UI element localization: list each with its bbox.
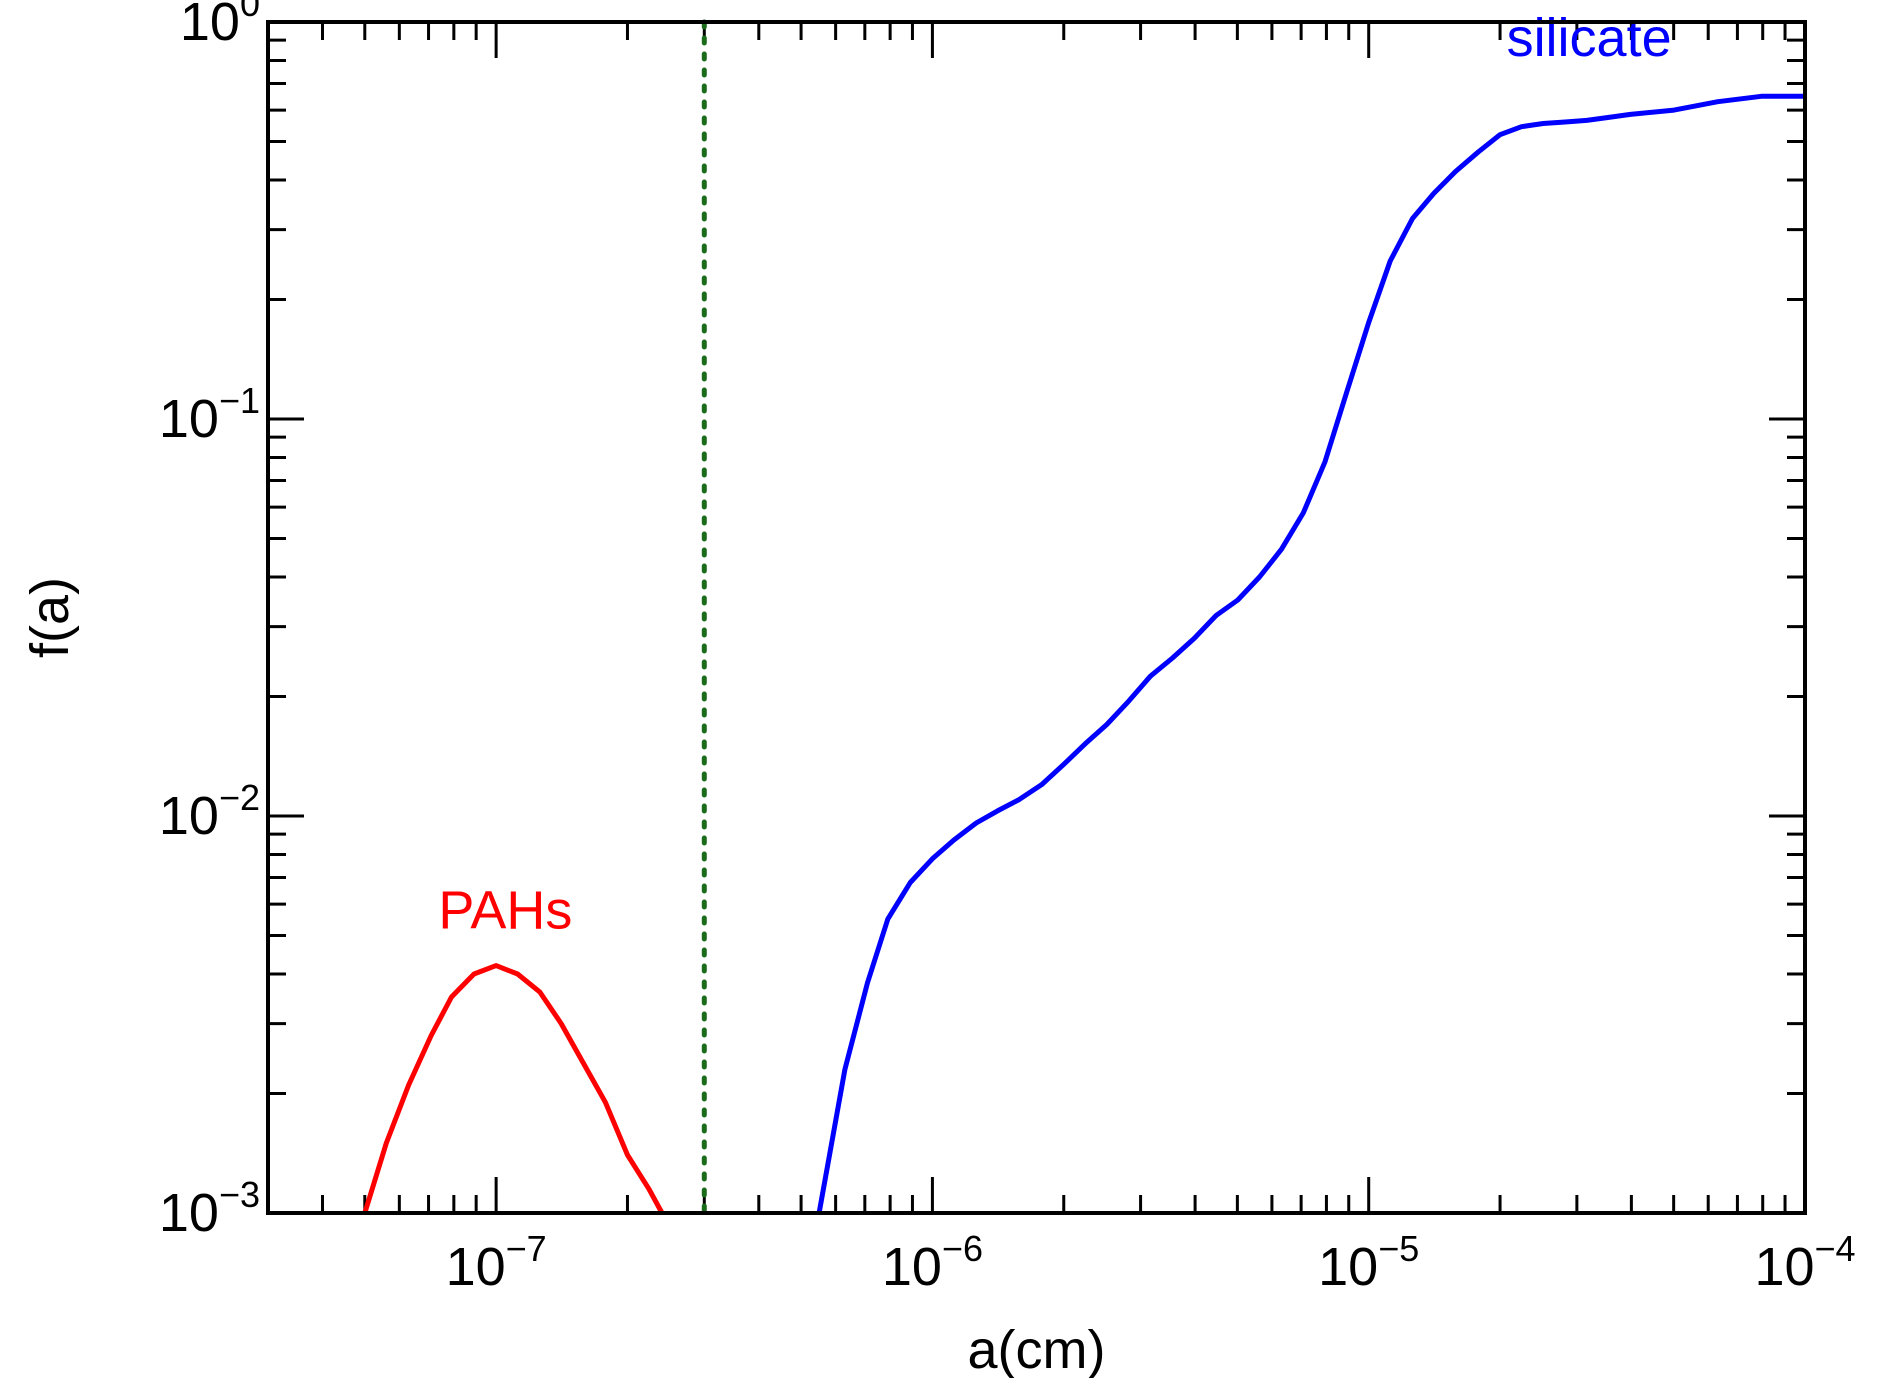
y-tick-label: 10−1 [159,380,260,449]
series-label-silicate: silicate [1507,8,1672,68]
series-line-silicate [816,93,1805,1214]
y-tick-label: 10−3 [159,1174,260,1243]
series-group: PAHs silicate [362,8,1805,1215]
plot-frame [266,20,1807,1215]
series-line-pahs [362,963,665,1215]
x-tick-label: 10−7 [446,1228,547,1297]
series-label-pahs: PAHs [438,881,572,941]
tick-labels: 10−7 10−6 10−5 10−4 10−3 10−2 10−1 100 [159,0,1856,1297]
axis-ticks [266,20,1807,1215]
y-axis-title: f(a) [20,577,80,658]
x-tick-label: 10−5 [1318,1228,1419,1297]
x-tick-label: 10−6 [882,1228,983,1297]
x-axis-title: a(cm) [968,1320,1106,1378]
y-tick-label: 10−2 [159,777,260,846]
x-tick-label: 10−4 [1754,1228,1855,1297]
y-tick-label: 100 [180,0,260,52]
